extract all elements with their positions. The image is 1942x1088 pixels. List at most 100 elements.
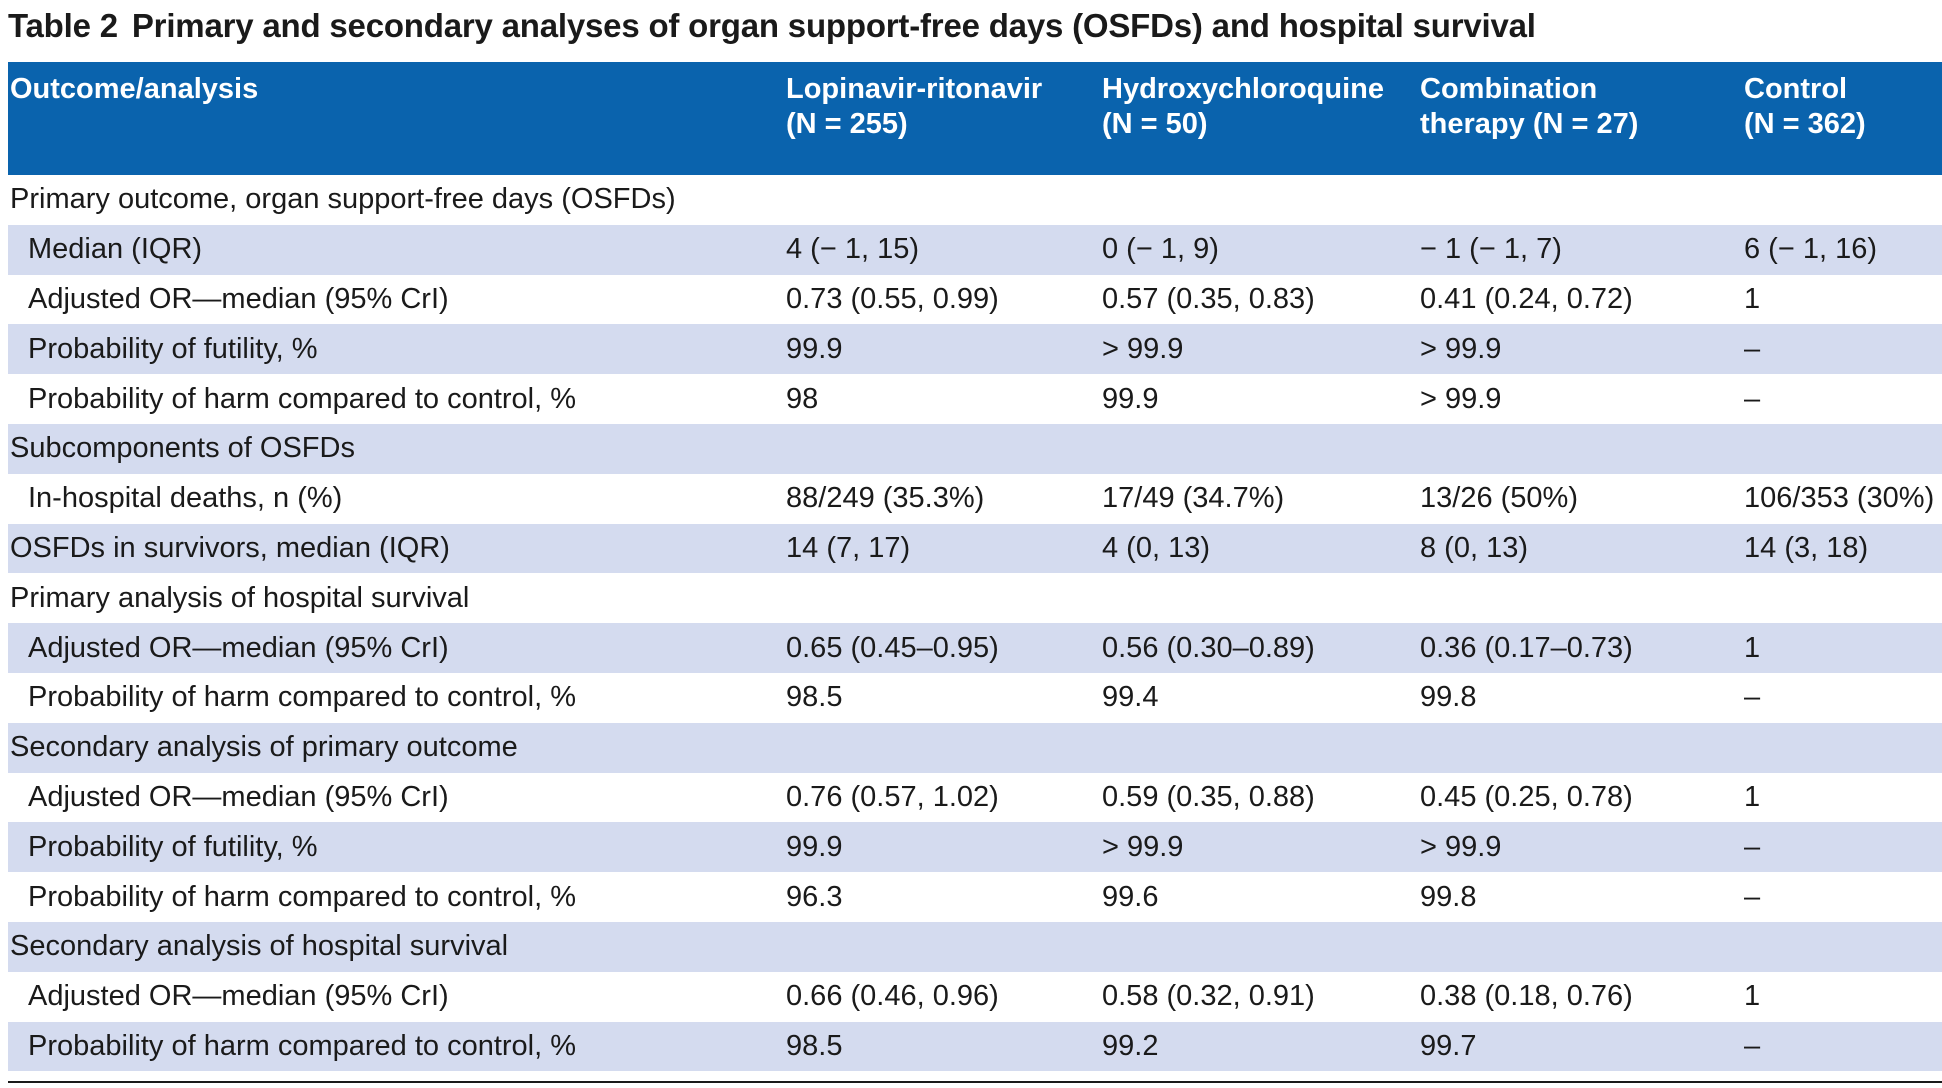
table-row: In-hospital deaths, n (%) 88/249 (35.3%)…	[8, 474, 1942, 524]
table-row: Adjusted OR—median (95% CrI) 0.76 (0.57,…	[8, 773, 1942, 823]
table-header: Outcome/analysis Lopinavir-ritonavir (N …	[8, 62, 1942, 175]
row-label: Probability of harm compared to control,…	[28, 1029, 577, 1062]
header-combination-n: therapy (N = 27)	[1420, 108, 1639, 140]
cell-control: 106/353 (30%)	[1744, 482, 1935, 515]
header-lopinavir-n: (N = 255)	[786, 108, 908, 140]
cell-control: –	[1744, 880, 1761, 913]
cell-hydroxychloroquine	[1102, 573, 1420, 623]
cell-combination: > 99.9	[1420, 332, 1502, 365]
cell-control	[1744, 573, 1942, 623]
table-row: Adjusted OR—median (95% CrI) 0.65 (0.45–…	[8, 623, 1942, 673]
table-row: Probability of harm compared to control,…	[8, 374, 1942, 424]
cell-combination	[1420, 723, 1744, 773]
cell-hydroxychloroquine	[1102, 175, 1420, 225]
table-bottom-rule	[8, 1081, 1942, 1083]
cell-control: –	[1744, 1029, 1761, 1062]
cell-lopinavir: 0.65 (0.45–0.95)	[786, 631, 999, 664]
table-number: Table 2	[8, 7, 118, 44]
cell-hydroxychloroquine: 99.9	[1102, 382, 1159, 415]
cell-hydroxychloroquine: 99.2	[1102, 1029, 1159, 1062]
header-lopinavir-name: Lopinavir-ritonavir	[786, 73, 1043, 105]
cell-lopinavir	[786, 922, 1102, 972]
cell-hydroxychloroquine	[1102, 723, 1420, 773]
row-label: Subcomponents of OSFDs	[10, 432, 355, 465]
cell-control: –	[1744, 830, 1761, 863]
row-label: Adjusted OR—median (95% CrI)	[28, 282, 449, 315]
cell-combination: − 1 (− 1, 7)	[1420, 233, 1562, 266]
cell-hydroxychloroquine: 99.6	[1102, 880, 1159, 913]
table-row: Probability of futility, % 99.9 > 99.9 >…	[8, 822, 1942, 873]
section-row: Primary outcome, organ support-free days…	[8, 175, 1942, 225]
cell-lopinavir	[786, 573, 1102, 623]
section-row: Secondary analysis of hospital survival	[8, 921, 1942, 972]
header-combination: Combination therapy (N = 27)	[1420, 62, 1744, 175]
cell-lopinavir: 0.66 (0.46, 0.96)	[786, 980, 999, 1013]
results-table: Outcome/analysis Lopinavir-ritonavir (N …	[8, 62, 1942, 1072]
cell-hydroxychloroquine: 17/49 (34.7%)	[1102, 482, 1285, 515]
cell-hydroxychloroquine	[1102, 922, 1420, 972]
row-label: Primary analysis of hospital survival	[10, 581, 470, 614]
header-lopinavir: Lopinavir-ritonavir (N = 255)	[786, 62, 1102, 175]
header-outcome-label: Outcome/analysis	[10, 73, 259, 105]
row-label: Probability of futility, %	[28, 332, 318, 365]
cell-combination	[1420, 424, 1744, 474]
cell-hydroxychloroquine: 0.56 (0.30–0.89)	[1102, 631, 1315, 664]
cell-hydroxychloroquine: 99.4	[1102, 681, 1159, 714]
table-row: Probability of futility, % 99.9 > 99.9 >…	[8, 324, 1942, 375]
cell-lopinavir: 99.9	[786, 332, 843, 365]
cell-combination	[1420, 573, 1744, 623]
cell-control: 14 (3, 18)	[1744, 531, 1869, 564]
row-label: Probability of futility, %	[28, 830, 318, 863]
cell-hydroxychloroquine: 0.59 (0.35, 0.88)	[1102, 780, 1315, 813]
cell-lopinavir: 98	[786, 382, 819, 415]
cell-control	[1744, 922, 1942, 972]
cell-control: 1	[1744, 980, 1761, 1013]
cell-lopinavir: 96.3	[786, 880, 843, 913]
table-row: Median (IQR) 4 (− 1, 15) 0 (− 1, 9) − 1 …	[8, 224, 1942, 275]
cell-control	[1744, 175, 1942, 225]
header-row: Outcome/analysis Lopinavir-ritonavir (N …	[8, 62, 1942, 175]
row-label: OSFDs in survivors, median (IQR)	[10, 531, 450, 564]
row-label: Adjusted OR—median (95% CrI)	[28, 631, 449, 664]
row-label: Primary outcome, organ support-free days…	[10, 183, 676, 216]
cell-lopinavir	[786, 424, 1102, 474]
cell-combination: 0.38 (0.18, 0.76)	[1420, 980, 1633, 1013]
cell-hydroxychloroquine: > 99.9	[1102, 332, 1184, 365]
header-combination-name: Combination	[1420, 73, 1598, 105]
cell-lopinavir: 0.73 (0.55, 0.99)	[786, 282, 999, 315]
cell-hydroxychloroquine: 0.58 (0.32, 0.91)	[1102, 980, 1315, 1013]
table-row: Adjusted OR—median (95% CrI) 0.66 (0.46,…	[8, 972, 1942, 1022]
cell-hydroxychloroquine	[1102, 424, 1420, 474]
cell-combination: > 99.9	[1420, 830, 1502, 863]
cell-hydroxychloroquine: 0.57 (0.35, 0.83)	[1102, 282, 1315, 315]
cell-lopinavir	[786, 175, 1102, 225]
row-label: Probability of harm compared to control,…	[28, 880, 577, 913]
section-row: Subcomponents of OSFDs	[8, 423, 1942, 474]
cell-combination	[1420, 922, 1744, 972]
cell-combination: 13/26 (50%)	[1420, 482, 1578, 515]
cell-control: 1	[1744, 631, 1761, 664]
table-row: Adjusted OR—median (95% CrI) 0.73 (0.55,…	[8, 275, 1942, 325]
cell-lopinavir: 98.5	[786, 681, 843, 714]
header-control: Control (N = 362)	[1744, 62, 1942, 175]
header-outcome: Outcome/analysis	[8, 62, 786, 175]
row-label: Probability of harm compared to control,…	[28, 382, 577, 415]
cell-combination: 99.8	[1420, 681, 1477, 714]
cell-control: 1	[1744, 780, 1761, 813]
row-label: Adjusted OR—median (95% CrI)	[28, 780, 449, 813]
cell-control	[1744, 723, 1942, 773]
table-row: Probability of harm compared to control,…	[8, 673, 1942, 723]
row-label: Adjusted OR—median (95% CrI)	[28, 980, 449, 1013]
row-label: In-hospital deaths, n (%)	[28, 482, 343, 515]
cell-combination: 0.36 (0.17–0.73)	[1420, 631, 1633, 664]
cell-lopinavir: 0.76 (0.57, 1.02)	[786, 780, 999, 813]
cell-control: 6 (− 1, 16)	[1744, 233, 1877, 266]
cell-combination: > 99.9	[1420, 382, 1502, 415]
cell-lopinavir: 88/249 (35.3%)	[786, 482, 985, 515]
cell-control: 1	[1744, 282, 1761, 315]
table-row: OSFDs in survivors, median (IQR) 14 (7, …	[8, 523, 1942, 574]
row-label: Secondary analysis of hospital survival	[10, 930, 509, 963]
cell-hydroxychloroquine: 0 (− 1, 9)	[1102, 233, 1219, 266]
section-row: Secondary analysis of primary outcome	[8, 722, 1942, 773]
header-hydroxychloroquine-n: (N = 50)	[1102, 108, 1208, 140]
